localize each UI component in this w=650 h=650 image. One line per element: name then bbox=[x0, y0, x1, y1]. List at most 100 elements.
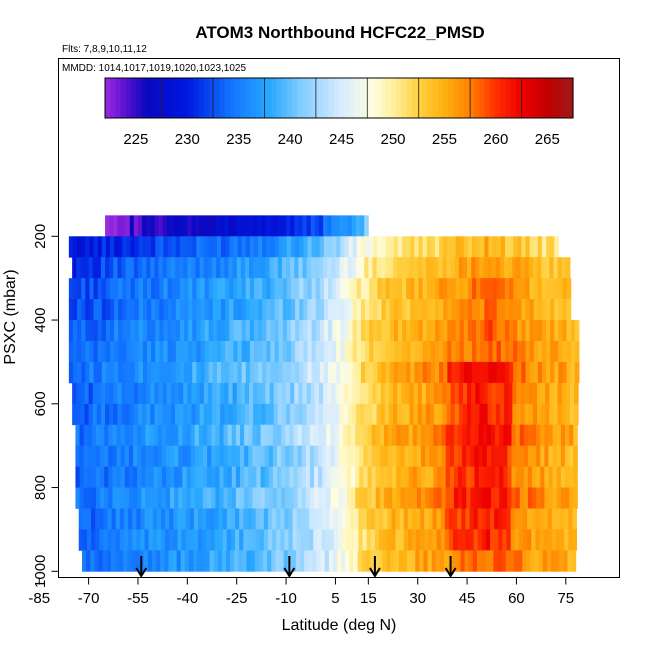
heatmap-cell bbox=[566, 299, 572, 321]
heatmap-cell bbox=[202, 466, 208, 488]
heatmap-cell bbox=[124, 487, 130, 509]
heatmap-cell bbox=[550, 340, 555, 363]
colorbar-segment bbox=[172, 78, 179, 118]
heatmap-cell bbox=[178, 487, 183, 509]
heatmap-cell bbox=[346, 529, 351, 551]
heatmap-row bbox=[75, 487, 578, 509]
colorbar-segment bbox=[417, 78, 423, 118]
heatmap-cell bbox=[145, 487, 150, 509]
heatmap-cell bbox=[572, 508, 577, 530]
heatmap-cell bbox=[132, 529, 137, 551]
heatmap-cell bbox=[416, 487, 422, 509]
heatmap-cell bbox=[566, 340, 572, 363]
colorbar-segment bbox=[281, 78, 288, 118]
heatmap-cell bbox=[161, 487, 167, 509]
heatmap-cell bbox=[458, 466, 463, 488]
heatmap-cell bbox=[410, 236, 415, 258]
heatmap-cell bbox=[379, 424, 385, 447]
colorbar-segment bbox=[105, 78, 111, 118]
heatmap-cell bbox=[128, 445, 134, 468]
heatmap-cell bbox=[278, 299, 284, 321]
heatmap-cell bbox=[133, 424, 138, 447]
heatmap-cell bbox=[553, 257, 559, 279]
heatmap-cell bbox=[198, 466, 204, 488]
heatmap-cell bbox=[210, 508, 215, 530]
heatmap-cell bbox=[519, 466, 525, 488]
heatmap-cell bbox=[163, 340, 169, 363]
heatmap-cell bbox=[165, 424, 171, 447]
heatmap-cell bbox=[447, 340, 452, 363]
heatmap-cell bbox=[134, 340, 140, 363]
heatmap-cell bbox=[340, 278, 345, 300]
heatmap-cell bbox=[334, 466, 340, 488]
heatmap-cell bbox=[566, 278, 572, 300]
heatmap-cell bbox=[228, 215, 234, 237]
heatmap-cell bbox=[85, 299, 90, 321]
heatmap-cell bbox=[552, 424, 558, 447]
heatmap-cell bbox=[504, 382, 509, 405]
heatmap-cell bbox=[87, 424, 93, 447]
heatmap-cell bbox=[195, 215, 201, 237]
colorbar-segment bbox=[536, 78, 543, 118]
heatmap-cell bbox=[433, 466, 438, 488]
heatmap-cell bbox=[113, 403, 118, 426]
heatmap-cell bbox=[351, 424, 356, 447]
heatmap-cell bbox=[506, 529, 512, 551]
heatmap-cell bbox=[239, 487, 245, 509]
heatmap-cell bbox=[98, 550, 104, 572]
colorbar-segment bbox=[323, 78, 330, 118]
heatmap-cell bbox=[328, 320, 333, 342]
down-arrow-icon bbox=[444, 556, 457, 578]
heatmap-cell bbox=[293, 487, 299, 509]
heatmap-cell bbox=[455, 299, 461, 321]
heatmap-cell bbox=[223, 445, 229, 468]
heatmap-cell bbox=[539, 508, 545, 530]
heatmap-cell bbox=[94, 550, 99, 572]
heatmap-cell bbox=[178, 445, 183, 468]
heatmap-cell bbox=[403, 508, 409, 530]
heatmap-cell bbox=[499, 424, 504, 447]
heatmap-cell bbox=[296, 529, 302, 551]
heatmap-cell bbox=[363, 445, 369, 468]
heatmap-cell bbox=[323, 320, 329, 342]
heatmap-cell bbox=[334, 445, 340, 468]
heatmap-cell bbox=[262, 278, 267, 300]
heatmap-cell bbox=[142, 236, 148, 258]
heatmap-cell bbox=[274, 361, 280, 384]
heatmap-cell bbox=[277, 445, 282, 468]
heatmap-cell bbox=[379, 487, 385, 509]
heatmap-cell bbox=[429, 445, 434, 468]
heatmap-cell bbox=[103, 529, 109, 551]
heatmap-cell bbox=[526, 550, 531, 572]
heatmap-cell bbox=[413, 382, 419, 405]
heatmap-cell bbox=[442, 382, 447, 405]
heatmap-cell bbox=[250, 550, 256, 572]
heatmap-cell bbox=[426, 340, 432, 363]
heatmap-cell bbox=[470, 445, 475, 468]
heatmap-cell bbox=[105, 236, 111, 258]
heatmap-cell bbox=[488, 236, 494, 258]
heatmap-cell bbox=[253, 320, 259, 342]
heatmap-cell bbox=[477, 508, 483, 530]
heatmap-cell bbox=[453, 424, 459, 447]
heatmap-cell bbox=[369, 299, 374, 321]
heatmap-cell bbox=[365, 236, 370, 258]
heatmap-cell bbox=[462, 403, 468, 426]
heatmap-cell bbox=[525, 361, 531, 384]
heatmap-cell bbox=[249, 403, 254, 426]
heatmap-cell bbox=[543, 529, 549, 551]
heatmap-cell bbox=[470, 466, 475, 488]
heatmap-cell bbox=[305, 466, 311, 488]
heatmap-cell bbox=[95, 508, 100, 530]
heatmap-cell bbox=[407, 550, 412, 572]
heatmap-cell bbox=[231, 466, 237, 488]
heatmap-cell bbox=[270, 340, 276, 363]
heatmap-cell bbox=[434, 257, 439, 279]
heatmap-cell bbox=[546, 278, 551, 300]
heatmap-cell bbox=[158, 215, 164, 237]
heatmap-cell bbox=[482, 487, 488, 509]
heatmap-cell bbox=[300, 529, 306, 551]
heatmap-cell bbox=[569, 487, 574, 509]
heatmap-cell bbox=[405, 382, 410, 405]
heatmap-cell bbox=[521, 320, 526, 342]
